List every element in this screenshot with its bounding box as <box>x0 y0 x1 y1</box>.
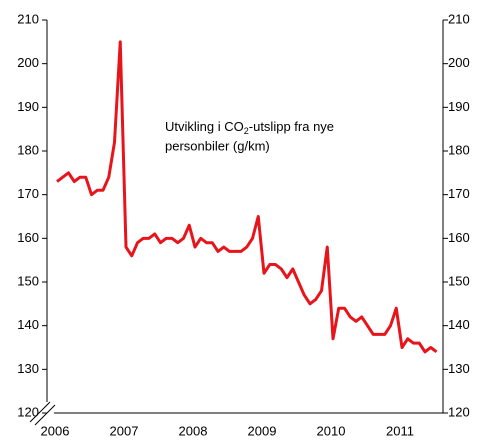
annotation-subscript: 2 <box>244 126 249 136</box>
axis-break <box>29 401 51 423</box>
y-tick-label: 180 <box>17 142 39 157</box>
y2-tick-label: 140 <box>448 317 470 332</box>
x-tick-label: 2008 <box>179 423 208 438</box>
y-tick-label: 130 <box>17 361 39 376</box>
y-tick-label: 140 <box>17 317 39 332</box>
y-tick-label: 170 <box>17 186 39 201</box>
annotation-part: -utslipp fra nye <box>249 119 334 134</box>
y-tick-label: 150 <box>17 273 39 288</box>
y2-tick-label: 190 <box>448 99 470 114</box>
y2-tick-label: 200 <box>448 55 470 70</box>
x-tick-label: 2011 <box>386 423 414 438</box>
y-tick-label: 120 <box>17 404 39 419</box>
annotation: Utvikling i CO2-utslipp fra nye <box>165 119 334 136</box>
y2-tick-label: 120 <box>448 404 470 419</box>
x-tick-label: 2009 <box>248 423 277 438</box>
x-tick-label: 2006 <box>41 423 70 438</box>
x-tick-label: 2007 <box>110 423 139 438</box>
y2-tick-label: 210 <box>448 11 470 26</box>
axis-break-gap <box>30 402 54 422</box>
x-tick-label: 2010 <box>317 423 346 438</box>
y2-tick-label: 170 <box>448 186 470 201</box>
annotation: personbiler (g/km) <box>165 138 270 153</box>
y2-tick-label: 130 <box>448 361 470 376</box>
annotation-part: Utvikling i CO <box>165 119 244 134</box>
y2-tick-label: 180 <box>448 142 470 157</box>
y-tick-label: 160 <box>17 230 39 245</box>
y-tick-label: 210 <box>17 11 39 26</box>
y2-tick-label: 160 <box>448 230 470 245</box>
y2-tick-label: 150 <box>448 273 470 288</box>
data-line <box>56 40 438 354</box>
y-tick-label: 190 <box>17 99 39 114</box>
axis-break <box>34 404 56 426</box>
y-tick-label: 200 <box>17 55 39 70</box>
